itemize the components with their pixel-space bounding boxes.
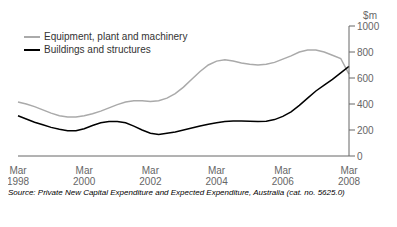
svg-text:400: 400 xyxy=(357,99,374,110)
svg-text:1000: 1000 xyxy=(357,21,380,32)
html-text:Source: Private New Capital Ex: Source: Private New Capital Expenditure … xyxy=(8,188,345,197)
svg-text:200: 200 xyxy=(357,125,374,136)
svg-text:Mar2008: Mar2008 xyxy=(338,165,361,186)
html-text:Buildings and structures: Buildings and structures xyxy=(44,44,151,55)
svg-text:800: 800 xyxy=(357,47,374,58)
svg-text:Mar2006: Mar2006 xyxy=(272,165,295,186)
svg-text:Mar2002: Mar2002 xyxy=(139,165,162,186)
html-text:$m: $m xyxy=(363,10,377,21)
svg-text:0: 0 xyxy=(357,151,363,162)
svg-text:Mar2004: Mar2004 xyxy=(205,165,228,186)
html-text:Equipment, plant and machinery: Equipment, plant and machinery xyxy=(44,31,188,42)
svg-text:Mar2000: Mar2000 xyxy=(73,165,96,186)
svg-text:Mar1998: Mar1998 xyxy=(8,165,30,186)
svg-text:600: 600 xyxy=(357,73,374,84)
